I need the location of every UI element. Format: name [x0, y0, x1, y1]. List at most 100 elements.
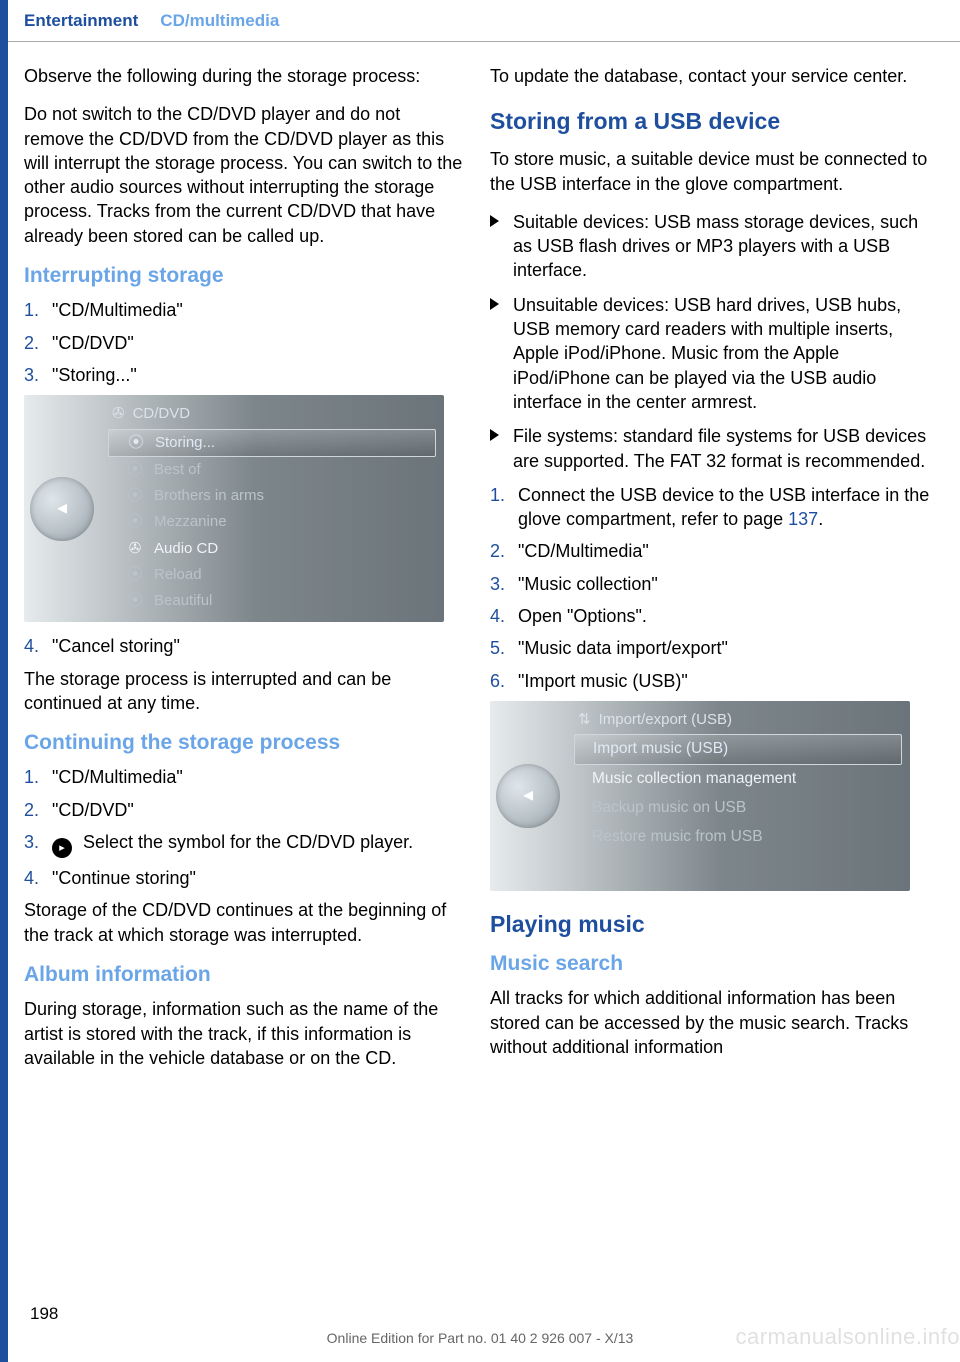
- row-glyph-icon: ⦿: [126, 512, 144, 532]
- figure-idrive-cd-dvd: ✇CD/DVD ⦿Storing... ⦿Best of ⦿Brothers i…: [24, 395, 444, 622]
- heading-album-info: Album information: [24, 961, 464, 989]
- list-item: 5."Music data import/export": [490, 636, 930, 660]
- list-text: "Cancel storing": [52, 634, 464, 658]
- header-section: Entertainment: [24, 10, 138, 33]
- list-number: 1.: [24, 765, 52, 789]
- row-label: Music collection management: [592, 769, 796, 790]
- title-text: Import/export (USB): [599, 710, 732, 730]
- triangle-bullet-icon: [490, 429, 499, 441]
- list-item: File systems: standard file systems for …: [490, 424, 930, 473]
- list-item: 3."Storing...": [24, 363, 464, 387]
- list-text: "Music collection": [518, 572, 930, 596]
- list-item: 2."CD/Multimedia": [490, 539, 930, 563]
- list-number: 2.: [24, 331, 52, 355]
- page-number: 198: [30, 1303, 58, 1326]
- list-number: 1.: [24, 298, 52, 322]
- page-reference-link[interactable]: 137: [788, 509, 818, 529]
- list-text: ▸ Select the symbol for the CD/DVD playe…: [52, 830, 464, 858]
- right-column: To update the database, contact your ser…: [490, 64, 930, 1084]
- list-item: 4.Open "Options".: [490, 604, 930, 628]
- list-number: 3.: [24, 830, 52, 854]
- figure-background: ⇅Import/export (USB) Import music (USB) …: [490, 701, 910, 891]
- idrive-row: ⦿ Mezzanine: [108, 509, 436, 535]
- row-label: Backup music on USB: [592, 798, 746, 819]
- list-item: 6."Import music (USB)": [490, 669, 930, 693]
- list-text: Open "Options".: [518, 604, 930, 628]
- list-text: "CD/Multimedia": [52, 298, 464, 322]
- title-text: CD/DVD: [133, 404, 191, 424]
- row-label: Restore music from USB: [592, 827, 763, 848]
- row-glyph-icon: ⦿: [127, 433, 145, 453]
- list-item: 2."CD/DVD": [24, 798, 464, 822]
- idrive-row-selected: ⦿Storing...: [108, 429, 436, 457]
- list-number: 4.: [24, 634, 52, 658]
- left-column: Observe the following during the storage…: [24, 64, 464, 1084]
- dial-icon: [496, 764, 560, 828]
- controller-select-icon: ▸: [52, 838, 72, 858]
- dial-icon: [30, 477, 94, 541]
- list-text: "CD/DVD": [52, 331, 464, 355]
- list-item: 1.Connect the USB device to the USB inte…: [490, 483, 930, 532]
- list-text-inner: Select the symbol for the CD/DVD player.: [78, 832, 413, 852]
- header-subsection: CD/multimedia: [160, 10, 279, 33]
- idrive-row-selected: Import music (USB): [574, 734, 902, 765]
- row-label: Best of: [154, 460, 201, 480]
- row-label: Reload: [154, 565, 202, 585]
- paragraph: To update the database, contact your ser…: [490, 64, 930, 88]
- idrive-dial-area: [24, 395, 104, 622]
- paragraph: The storage process is interrupted and c…: [24, 667, 464, 716]
- list-number: 1.: [490, 483, 518, 507]
- list-number: 6.: [490, 669, 518, 693]
- watermark: carmanualsonline.info: [735, 1322, 960, 1352]
- row-label: Beautiful: [154, 591, 212, 611]
- idrive-dial-area: [490, 701, 570, 891]
- row-glyph-icon: ⦿: [126, 460, 144, 480]
- paragraph: Do not switch to the CD/DVD player and d…: [24, 102, 464, 248]
- paragraph: Observe the following during the storage…: [24, 64, 464, 88]
- idrive-row: ✇ Audio CD: [108, 536, 436, 562]
- idrive-menu-list: ✇CD/DVD ⦿Storing... ⦿Best of ⦿Brothers i…: [104, 395, 444, 622]
- idrive-row: ⦿ Beautiful: [108, 588, 436, 614]
- heading-continuing-storage: Continuing the storage process: [24, 729, 464, 757]
- list-item: Unsuitable devices: USB hard drives, USB…: [490, 293, 930, 414]
- idrive-row: Music collection management: [574, 765, 902, 794]
- list-item: 3."Music collection": [490, 572, 930, 596]
- paragraph: All tracks for which additional informat…: [490, 986, 930, 1059]
- ordered-list: 4."Cancel storing": [24, 634, 464, 658]
- paragraph: Storage of the CD/DVD continues at the b…: [24, 898, 464, 947]
- list-text-pre: Connect the USB device to the USB inter­…: [518, 485, 929, 529]
- idrive-row: ⦿ Best of: [108, 457, 436, 483]
- list-text: "CD/Multimedia": [52, 765, 464, 789]
- idrive-row: ⦿Brothers in arms: [108, 483, 436, 509]
- row-glyph-icon: ⦿: [126, 591, 144, 611]
- list-number: 4.: [490, 604, 518, 628]
- row-label: Brothers in arms: [154, 486, 264, 506]
- idrive-menu-title: ⇅ Import/export (USB): [574, 707, 902, 734]
- list-item: Suitable devices: USB mass storage devi­…: [490, 210, 930, 283]
- list-text: "Storing...": [52, 363, 464, 387]
- disc-icon: ✇: [112, 404, 125, 424]
- list-text-suffix: .: [818, 509, 823, 529]
- list-number: 5.: [490, 636, 518, 660]
- list-number: 3.: [24, 363, 52, 387]
- list-text: "Music data import/export": [518, 636, 930, 660]
- heading-usb-storing: Storing from a USB device: [490, 106, 930, 137]
- list-number: 4.: [24, 866, 52, 890]
- list-text: Connect the USB device to the USB inter­…: [518, 483, 930, 532]
- row-label: Mezzanine: [154, 512, 227, 532]
- list-text: "Import music (USB)": [518, 669, 930, 693]
- list-item: 2."CD/DVD": [24, 331, 464, 355]
- usb-icon: ⇅: [578, 710, 591, 730]
- triangle-bullet-icon: [490, 215, 499, 227]
- list-text: Unsuitable devices: USB hard drives, USB…: [513, 293, 930, 414]
- triangle-bullet-icon: [490, 298, 499, 310]
- list-item: 1."CD/Multimedia": [24, 298, 464, 322]
- paragraph: During storage, information such as the …: [24, 997, 464, 1070]
- idrive-menu-title: ✇ CD/DVD: [108, 401, 436, 428]
- row-glyph-icon: ✇: [126, 539, 144, 559]
- list-text: File systems: standard file systems for …: [513, 424, 930, 473]
- row-label: Audio CD: [154, 539, 218, 559]
- bullet-list: Suitable devices: USB mass storage devi­…: [490, 210, 930, 473]
- content-columns: Observe the following during the storage…: [0, 64, 960, 1084]
- list-number: 3.: [490, 572, 518, 596]
